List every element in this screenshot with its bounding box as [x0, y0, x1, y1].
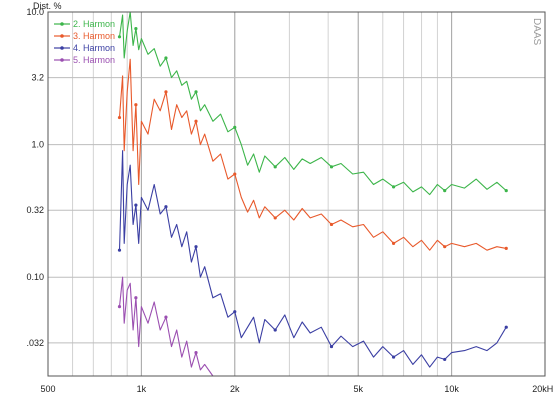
x-tick-label: 1k — [137, 384, 147, 394]
legend-entry: 5. Harmon — [73, 55, 115, 65]
series-lines — [117, 11, 508, 377]
y-tick-label: 0.10 — [26, 272, 44, 282]
data-point — [134, 26, 138, 31]
data-point — [134, 203, 138, 207]
x-tick-label: 5k — [353, 384, 363, 394]
data-point — [504, 189, 508, 193]
plot-frame — [47, 11, 546, 377]
data-point — [194, 119, 198, 123]
legend-entry: 3. Harmon — [73, 31, 115, 41]
legend-marker — [60, 58, 64, 62]
grid — [47, 11, 546, 376]
data-point — [233, 125, 237, 129]
x-tick-labels: 500 1k 2k 5k 10k 20kHz — [40, 384, 553, 394]
y-tick-label: 0.32 — [26, 205, 44, 215]
x-tick-label: 500 — [40, 384, 55, 394]
data-point — [504, 246, 508, 250]
y-tick-label: 1.0 — [31, 140, 44, 150]
x-tick-label: 20kHz — [532, 384, 553, 394]
data-point — [391, 241, 396, 245]
legend-marker — [60, 34, 64, 38]
legend-marker — [60, 22, 64, 26]
data-point — [117, 35, 122, 39]
data-point — [134, 103, 138, 107]
series-line-3 — [118, 58, 507, 251]
data-point — [164, 205, 168, 209]
watermark: DAAS — [531, 18, 542, 46]
data-point — [164, 56, 168, 60]
x-tick-label: 10k — [444, 384, 459, 394]
y-tick-label: 10.0 — [26, 7, 44, 17]
legend-marker — [60, 46, 64, 50]
data-point — [391, 355, 396, 359]
data-point — [329, 165, 334, 169]
data-point — [233, 310, 237, 314]
data-point — [164, 315, 168, 319]
legend-entry: 4. Harmon — [73, 43, 115, 53]
data-point — [329, 344, 334, 349]
legend-entry: 2. Harmon — [73, 19, 115, 29]
data-point — [273, 165, 277, 169]
data-point — [194, 351, 198, 355]
data-point — [233, 172, 237, 176]
data-point — [273, 328, 277, 332]
data-point — [134, 296, 138, 300]
x-tick-label: 2k — [230, 384, 240, 394]
data-point — [443, 357, 447, 362]
series-line-5 — [118, 276, 214, 377]
data-point — [443, 245, 447, 249]
data-point — [117, 305, 122, 309]
y-tick-labels: 10.0 3.2 1.0 0.32 0.10 .032 — [26, 7, 44, 348]
data-point — [117, 248, 122, 252]
y-tick-label: .032 — [26, 338, 44, 348]
y-tick-label: 3.2 — [31, 73, 44, 83]
data-point — [504, 325, 508, 329]
legend: 2. Harmon 3. Harmon 4. Harmon 5. Harmon — [54, 19, 115, 65]
data-point — [194, 90, 198, 94]
y-axis-label: Dist. % — [33, 1, 62, 11]
data-point — [329, 222, 334, 227]
data-point — [164, 90, 168, 94]
data-point — [443, 189, 447, 193]
data-point — [194, 245, 198, 249]
series-line-2 — [118, 11, 507, 196]
data-point — [391, 185, 396, 189]
series-line-4 — [118, 150, 507, 368]
data-point — [117, 115, 122, 120]
data-point — [273, 216, 277, 220]
